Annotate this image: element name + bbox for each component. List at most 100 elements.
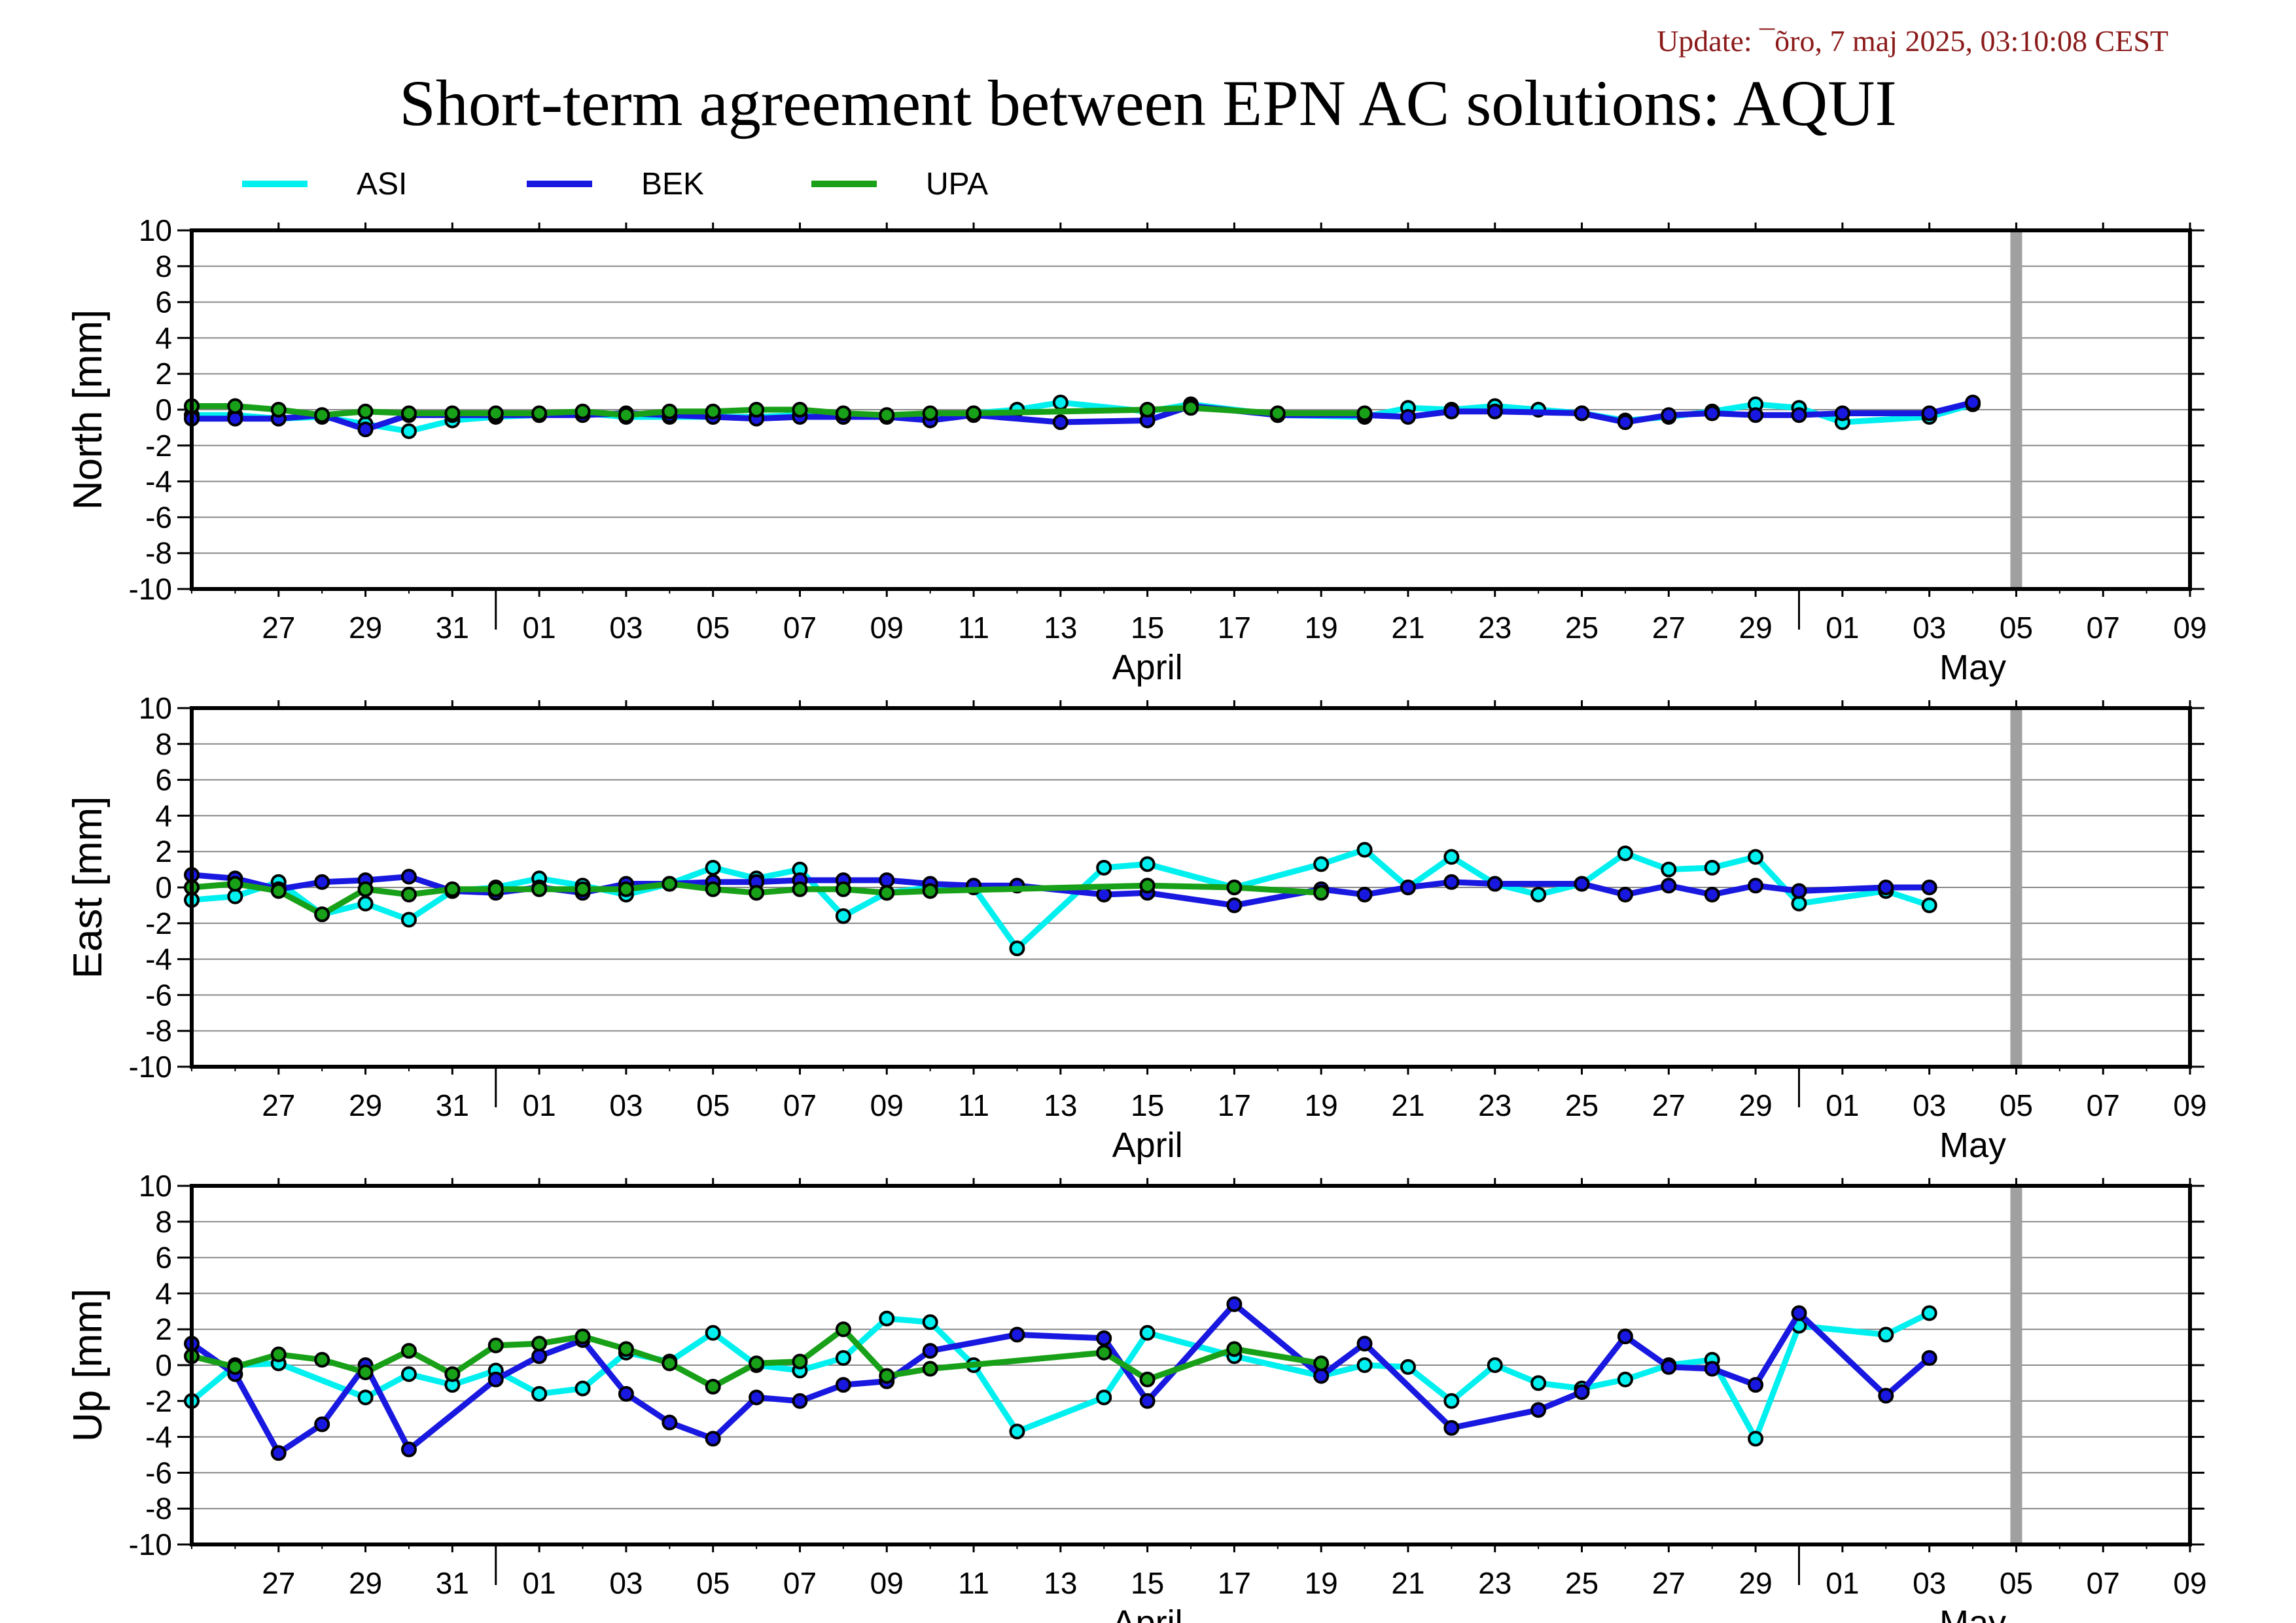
x-tick-label: 19 xyxy=(1305,1088,1338,1122)
data-point-bek xyxy=(1617,886,1633,902)
x-tick-label: 27 xyxy=(1652,1088,1686,1122)
data-point-asi xyxy=(357,1389,374,1406)
data-point-upa xyxy=(749,885,765,901)
data-point-upa xyxy=(792,881,808,897)
data-point-upa xyxy=(270,883,287,899)
x-tick-label: 01 xyxy=(1826,611,1859,645)
y-tick-label: -8 xyxy=(145,1014,172,1048)
y-tick-label: -4 xyxy=(145,942,172,976)
y-tick-label: 8 xyxy=(155,249,172,283)
series-line-upa xyxy=(190,1326,1322,1390)
y-tick-label: 10 xyxy=(139,691,172,725)
data-point-bek xyxy=(1400,880,1416,895)
data-point-asi xyxy=(1748,1431,1764,1447)
data-point-bek xyxy=(1921,405,1937,421)
x-tick-label: 11 xyxy=(958,1088,989,1122)
data-point-bek xyxy=(1748,1377,1764,1393)
data-point-bek xyxy=(1791,1305,1807,1321)
x-tick-label: 03 xyxy=(1913,611,1946,645)
data-point-asi xyxy=(357,895,374,912)
x-tick-label: 07 xyxy=(783,1566,817,1600)
x-tick-label: 31 xyxy=(436,1088,469,1122)
data-point-upa xyxy=(270,1346,287,1363)
data-point-asi xyxy=(1487,1357,1503,1373)
data-point-asi xyxy=(1791,895,1807,912)
data-point-asi xyxy=(1617,1371,1633,1387)
data-point-upa xyxy=(1183,400,1199,416)
data-point-bek xyxy=(1791,407,1807,423)
y-tick-label: 0 xyxy=(155,1348,172,1382)
data-point-asi xyxy=(1530,1375,1547,1391)
data-point-upa xyxy=(618,1341,634,1357)
x-tick-label: 05 xyxy=(2000,1566,2033,1600)
data-point-upa xyxy=(1356,405,1373,421)
x-tick-label: 07 xyxy=(2087,611,2120,645)
data-point-bek xyxy=(1574,1384,1590,1400)
y-tick-label: -4 xyxy=(145,1420,172,1454)
data-point-asi xyxy=(227,888,243,904)
y-tick-label: -10 xyxy=(129,1050,172,1084)
data-point-asi xyxy=(574,1380,591,1397)
x-tick-label: 31 xyxy=(436,1566,469,1600)
data-point-upa xyxy=(487,1337,504,1353)
data-point-bek xyxy=(1443,1419,1460,1436)
data-point-upa xyxy=(531,1336,548,1352)
data-point-bek xyxy=(1834,405,1850,421)
data-point-upa xyxy=(574,403,591,419)
data-point-upa xyxy=(1313,885,1330,901)
data-point-upa xyxy=(227,1359,243,1375)
x-tick-label: 03 xyxy=(1913,1088,1946,1122)
x-tick-label: 05 xyxy=(696,1566,730,1600)
data-point-asi xyxy=(1009,940,1025,957)
legend-label-asi: ASI xyxy=(357,167,408,202)
data-point-bek xyxy=(835,1377,851,1393)
data-point-asi xyxy=(1400,1359,1416,1375)
data-point-asi xyxy=(1009,1423,1025,1440)
data-point-bek xyxy=(487,1371,504,1387)
data-point-asi xyxy=(1139,856,1156,872)
x-tick-label: 25 xyxy=(1565,1566,1598,1600)
data-point-upa xyxy=(574,1329,591,1345)
data-point-asi xyxy=(835,1350,851,1366)
x-tick-label: 13 xyxy=(1044,611,1077,645)
x-tick-label: 09 xyxy=(870,1088,904,1122)
data-point-upa xyxy=(400,405,417,421)
x-tick-label: 23 xyxy=(1478,611,1511,645)
data-point-bek xyxy=(1226,1296,1243,1312)
y-tick-label: -2 xyxy=(145,906,172,940)
data-point-bek xyxy=(662,1414,678,1431)
data-point-asi xyxy=(1530,886,1547,902)
x-tick-label: 01 xyxy=(523,611,556,645)
data-point-bek xyxy=(1574,876,1590,892)
data-point-bek xyxy=(1356,1336,1373,1352)
data-point-upa xyxy=(1096,1344,1112,1361)
data-point-upa xyxy=(705,403,721,419)
x-tick-label: 03 xyxy=(609,1566,643,1600)
x-tick-label: 07 xyxy=(2087,1566,2120,1600)
data-point-asi xyxy=(922,1314,938,1330)
data-point-upa xyxy=(618,881,634,897)
data-point-upa xyxy=(1139,878,1156,894)
current-date-marker xyxy=(2010,1186,2022,1544)
y-tick-label: 0 xyxy=(155,870,172,904)
y-tick-label: -10 xyxy=(129,572,172,606)
data-point-upa xyxy=(879,1368,895,1384)
x-tick-label: 09 xyxy=(870,1566,904,1600)
x-tick-label: 27 xyxy=(1652,611,1686,645)
data-point-bek xyxy=(792,1393,808,1409)
data-point-bek xyxy=(1878,880,1894,895)
y-tick-label: 6 xyxy=(155,763,172,797)
x-tick-label: 29 xyxy=(1739,611,1773,645)
x-tick-label: 21 xyxy=(1391,611,1424,645)
data-point-asi xyxy=(1356,1357,1373,1373)
x-tick-label: 01 xyxy=(1826,1088,1859,1122)
data-point-asi xyxy=(1096,1389,1112,1406)
data-point-bek xyxy=(1921,880,1937,895)
data-point-upa xyxy=(792,402,808,418)
data-point-upa xyxy=(1226,1341,1243,1357)
x-tick-label: 13 xyxy=(1044,1088,1077,1122)
month-label: May xyxy=(1939,1603,2006,1623)
legend-swatch-upa xyxy=(811,181,877,187)
data-point-upa xyxy=(531,405,548,421)
